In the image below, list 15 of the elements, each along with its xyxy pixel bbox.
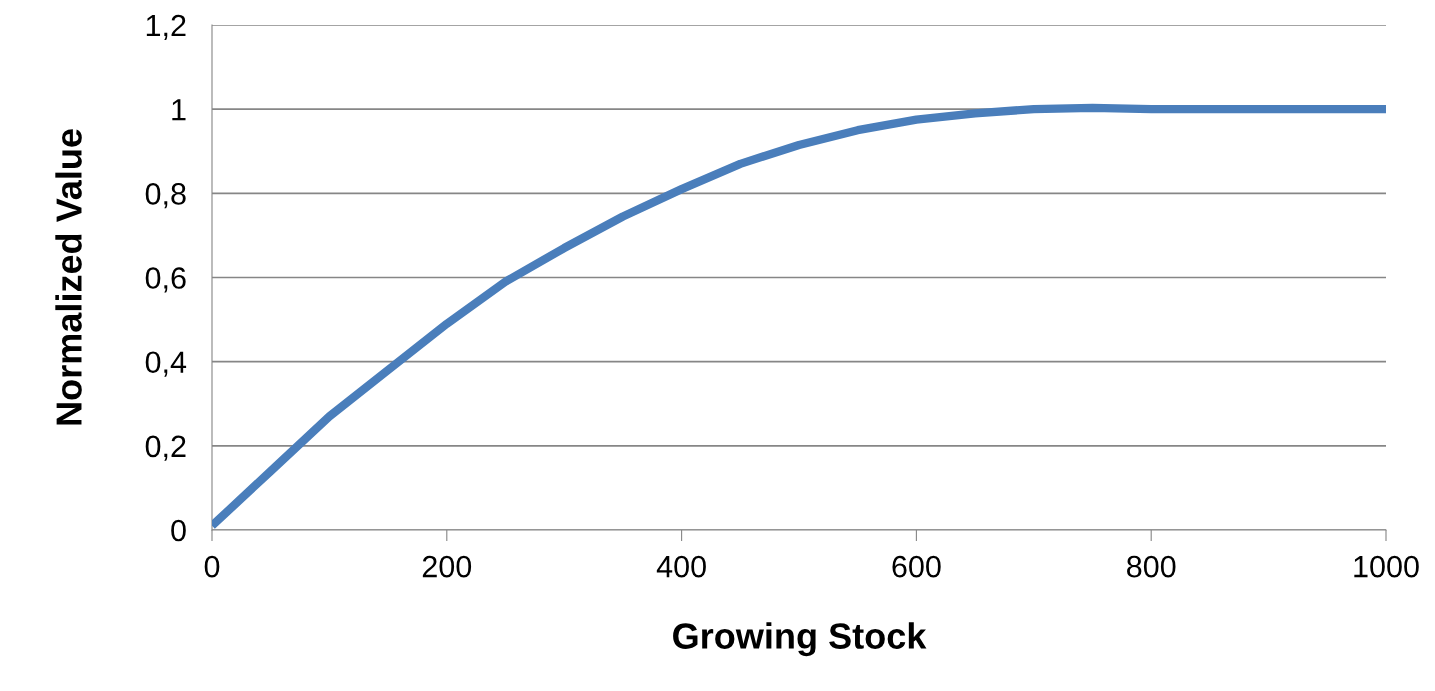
y-tick-label: 1 [172, 99, 186, 121]
x-tick-label: 0 [204, 555, 220, 578]
x-tick-label: 1000 [1354, 555, 1419, 578]
y-axis-title: Normalized Value [55, 129, 82, 425]
x-tick-label: 400 [656, 555, 706, 578]
y-tick-label: 0,8 [145, 183, 186, 209]
x-axis-title: Growing Stock [673, 622, 927, 657]
y-tick-label: 1,2 [146, 14, 186, 40]
x-tick-label: 200 [422, 555, 472, 578]
y-tick-label: 0 [171, 519, 186, 542]
y-tick-label: 0,2 [145, 435, 186, 461]
x-tick-label: 800 [1127, 555, 1176, 578]
x-tick-label: 600 [892, 555, 941, 578]
y-tick-label: 0,4 [145, 351, 187, 377]
y-tick-label: 0,6 [145, 267, 186, 293]
